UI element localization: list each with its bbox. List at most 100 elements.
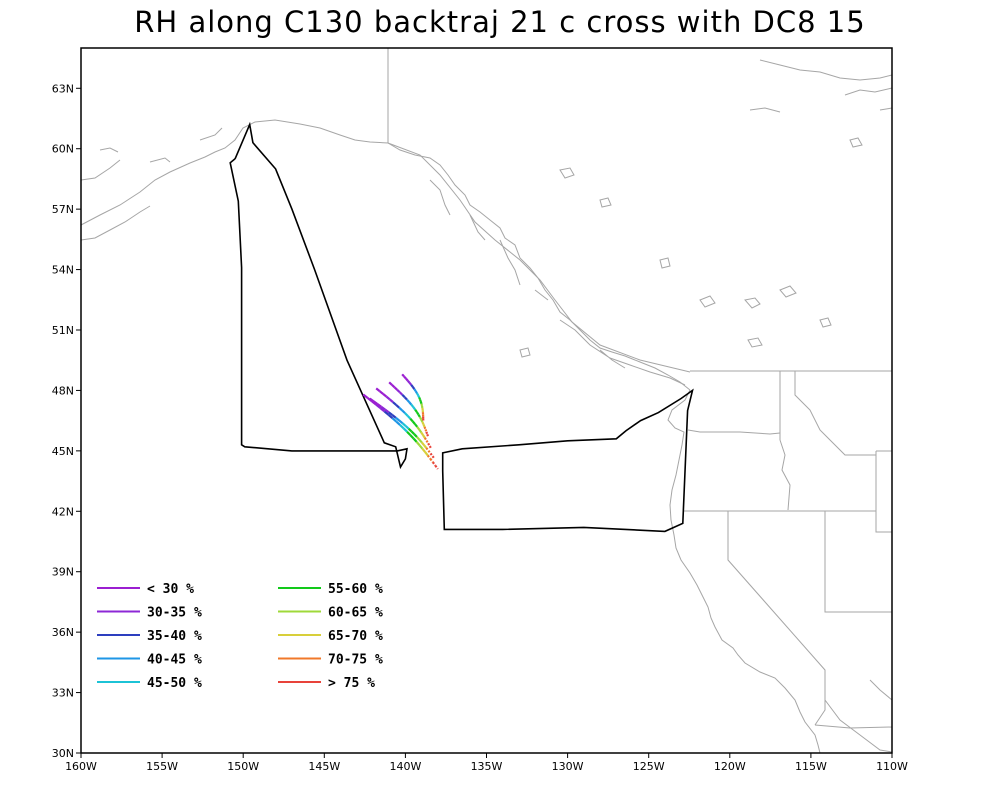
trajectory-segment xyxy=(411,386,416,390)
trajectory-segment xyxy=(412,406,417,411)
trajectory-segment xyxy=(423,437,428,442)
trajectory-segment xyxy=(429,458,434,463)
trajectories xyxy=(362,373,439,470)
trajectory-segment xyxy=(421,421,425,425)
trajectory-segment xyxy=(407,427,413,433)
alaska-coastline xyxy=(81,119,389,241)
trajectory-segment xyxy=(409,417,414,423)
trajectory-segment xyxy=(401,393,406,398)
trajectory-segment xyxy=(362,393,369,399)
trajectory-segment xyxy=(398,406,403,412)
trajectory-segment xyxy=(422,423,426,428)
trajectory-segment xyxy=(420,431,424,436)
x-tick-label: 150W xyxy=(227,760,259,773)
trajectory-segment xyxy=(393,386,398,391)
trajectory-segment xyxy=(410,430,416,435)
flight-track-segment xyxy=(229,121,408,470)
trajectory-segment xyxy=(426,433,430,438)
trajectory-segment xyxy=(425,431,429,435)
x-tick-label: 115W xyxy=(795,760,827,773)
trajectory-segment xyxy=(418,397,422,401)
trajectory-segment xyxy=(414,390,418,394)
legend-label: 65-70 % xyxy=(328,629,383,644)
trajectory-segment xyxy=(427,450,432,455)
trajectory-segment xyxy=(416,426,421,431)
trajectory-segment xyxy=(391,417,397,423)
x-tick-label: 120W xyxy=(714,760,746,773)
trajectory-segment xyxy=(380,405,386,411)
trajectory-segment xyxy=(410,403,415,408)
trajectory-segment xyxy=(428,445,433,450)
trajectory-segment xyxy=(404,425,410,430)
trajectory-segment xyxy=(406,379,411,384)
trajectory-segment xyxy=(391,384,396,389)
trajectory-segment xyxy=(414,423,419,428)
trajectory-segment xyxy=(376,403,382,408)
y-tick-label: 60N xyxy=(52,143,74,156)
trajectory-segment xyxy=(391,414,397,419)
y-tick-label: 57N xyxy=(52,203,74,216)
alaska-panhandle-coastline xyxy=(387,142,691,391)
trajectory-segment xyxy=(413,388,417,392)
trajectory-segment xyxy=(416,436,421,441)
trajectory-segment xyxy=(423,426,427,430)
trajectory-segment xyxy=(384,408,390,414)
trajectory-segment xyxy=(429,452,434,457)
trajectory-segment xyxy=(416,392,420,396)
alaska-canada-border xyxy=(387,48,691,373)
trajectory-segment xyxy=(399,424,405,430)
trajectory-segment xyxy=(417,413,421,418)
trajectory-segment xyxy=(401,373,405,378)
trajectory-segment xyxy=(422,434,426,439)
legend-label: 40-45 % xyxy=(147,653,202,668)
mexico-coastline xyxy=(824,679,892,753)
trajectory-segment xyxy=(388,411,393,416)
trajectory-segment xyxy=(414,408,418,413)
trajectory-segment xyxy=(382,393,388,398)
trajectory-segment xyxy=(375,403,381,409)
trajectory-segment xyxy=(420,441,425,446)
x-tick-label: 155W xyxy=(146,760,178,773)
legend-label: > 75 % xyxy=(328,676,375,691)
y-tick-label: 54N xyxy=(52,264,74,277)
trajectory-segment xyxy=(398,419,404,425)
trajectory-segment xyxy=(427,442,431,447)
trajectory-segment xyxy=(424,428,428,433)
idaho-montana-border xyxy=(794,371,876,456)
y-tick-label: 30N xyxy=(52,747,74,760)
idaho-wyoming-border xyxy=(875,450,892,533)
trajectory-segment xyxy=(426,454,432,460)
trajectory-segment xyxy=(389,398,394,403)
y-tick-label: 51N xyxy=(52,324,74,337)
trajectory-segment xyxy=(383,410,390,416)
trajectory-segment xyxy=(413,433,418,438)
west-coast-coastline xyxy=(667,389,821,753)
trajectory-segment xyxy=(417,394,421,398)
x-tick-label: 125W xyxy=(633,760,665,773)
canadian-arctic-coastline xyxy=(749,59,892,113)
x-tick-label: 130W xyxy=(552,760,584,773)
trajectory-segment xyxy=(420,403,424,407)
x-tick-label: 140W xyxy=(389,760,421,773)
trajectory-segment xyxy=(411,420,416,425)
trajectory-segment xyxy=(403,396,408,401)
trajectory-segment xyxy=(418,438,423,444)
trajectory-segment xyxy=(412,437,418,443)
legend-label: 55-60 % xyxy=(328,582,383,597)
bc-islands-coastline xyxy=(429,179,686,386)
trajectory-segment xyxy=(415,411,420,416)
trajectory-segment xyxy=(372,400,379,405)
map-background xyxy=(81,48,892,753)
trajectory-segment xyxy=(401,422,407,427)
legend-label: 45-50 % xyxy=(147,676,202,691)
trajectory-segment xyxy=(406,430,412,436)
washington-oregon-border xyxy=(687,429,781,435)
trajectory-segment xyxy=(369,397,375,403)
trajectory-segment xyxy=(409,434,415,440)
trajectory-segment xyxy=(420,418,424,423)
nevada-border xyxy=(727,511,826,726)
lakes xyxy=(519,137,863,358)
legend-label: 60-65 % xyxy=(328,606,383,621)
trajectory-segment xyxy=(385,395,391,401)
